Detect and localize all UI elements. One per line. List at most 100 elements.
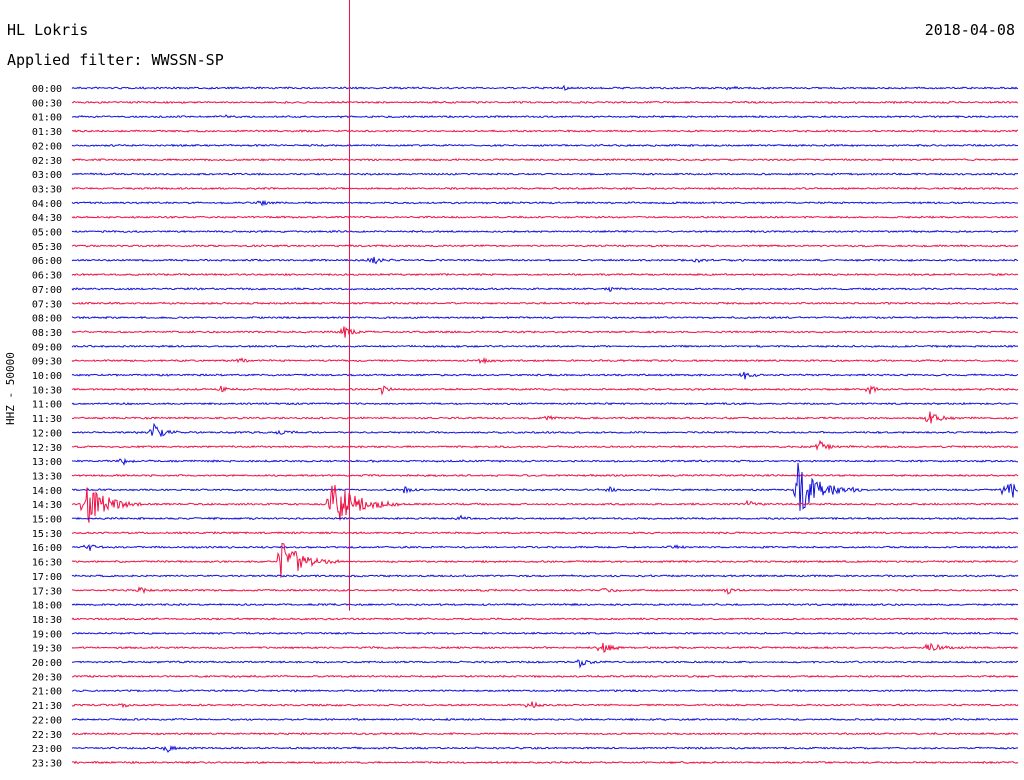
trace-row [71,701,1019,709]
trace-row [71,514,1019,521]
trace-row [71,84,1019,91]
time-tick-label: 21:30 [32,701,62,712]
time-tick-label: 02:30 [32,156,62,167]
time-tick-label: 22:30 [32,730,62,741]
time-tick-label: 14:00 [32,486,62,497]
date-label: 2018-04-08 [924,21,1015,39]
time-tick-label: 10:30 [32,385,62,396]
trace-row [71,473,1019,478]
trace-row [71,143,1019,148]
time-tick-label: 18:00 [32,601,62,612]
trace-row [71,401,1019,406]
trace-row [71,631,1019,636]
trace-row [71,688,1019,693]
trace-row [72,760,1019,765]
time-tick-label: 07:00 [32,285,62,296]
time-tick-label: 02:00 [32,141,62,152]
time-tick-label: 08:30 [32,328,62,339]
time-tick-label: 00:00 [32,84,62,95]
trace-row [71,129,1018,133]
time-tick-label: 00:30 [32,98,62,109]
trace-row [71,586,1019,595]
time-tick-label: 23:00 [32,744,62,755]
trace-row [71,574,1019,578]
time-tick-label: 12:00 [32,428,62,439]
trace-row [71,301,1019,306]
time-tick-label: 18:30 [32,615,62,626]
time-tick-label: 01:30 [32,127,62,138]
time-tick-label: 03:00 [32,170,62,181]
trace-row [71,602,1019,607]
time-tick-label: 17:00 [32,572,62,583]
time-tick-label: 22:00 [32,715,62,726]
trace-row [71,457,1019,466]
time-tick-label: 03:30 [32,184,62,195]
trace-row [71,744,1019,753]
trace-row [71,411,1019,424]
trace-row [71,215,1019,219]
time-tick-label: 13:30 [32,471,62,482]
time-tick-label: 11:30 [32,414,62,425]
station-title: HL Lokris [7,21,89,39]
trace-row [71,344,1019,349]
trace-row [71,256,1019,265]
trace-row [71,717,1019,722]
time-tick-label: 17:30 [32,586,62,597]
trace-row [71,172,1018,176]
time-tick-label: 13:00 [32,457,62,468]
time-tick-label: 19:00 [32,629,62,640]
trace-row [71,462,1018,511]
trace-row [71,315,1019,320]
time-tick-label: 04:00 [32,199,62,210]
time-tick-label: 14:30 [32,500,62,511]
trace-row [71,439,1019,452]
trace-row [71,422,1019,437]
time-tick-label: 10:00 [32,371,62,382]
trace-row [71,659,1019,669]
trace-row [71,617,1019,621]
trace-row [71,531,1019,535]
time-tick-label: 09:00 [32,342,62,353]
time-tick-label: 05:30 [32,242,62,253]
trace-row [72,674,1019,679]
filter-label: Applied filter: WWSSN-SP [7,51,224,69]
time-tick-label: 09:30 [32,357,62,368]
trace-row [71,244,1019,248]
time-tick-label: 04:30 [32,213,62,224]
time-tick-label: 16:30 [32,558,62,569]
trace-row [71,229,1019,234]
time-tick-label: 21:00 [32,687,62,698]
time-tick-label: 15:00 [32,515,62,526]
trace-row [71,732,1019,736]
trace-row [71,186,1019,191]
time-tick-label: 23:30 [32,758,62,769]
time-tick-label: 05:00 [32,228,62,239]
time-tick-label: 06:00 [32,256,62,267]
trace-row [72,485,1019,523]
time-tick-label: 08:00 [32,314,62,325]
trace-row [71,286,1019,293]
time-tick-label: 11:00 [32,400,62,411]
trace-row [71,199,1019,207]
trace-row [71,114,1019,119]
trace-row [71,371,1019,380]
time-tick-label: 16:00 [32,543,62,554]
time-tick-label: 19:30 [32,644,62,655]
time-tick-label: 20:30 [32,672,62,683]
trace-row [71,384,1019,396]
time-tick-label: 06:30 [32,271,62,282]
time-tick-label: 07:30 [32,299,62,310]
trace-row [71,356,1019,365]
trace-row [71,100,1019,105]
time-tick-label: 20:00 [32,658,62,669]
trace-row [71,542,1019,578]
time-tick-label: 15:30 [32,529,62,540]
trace-row [71,272,1019,277]
time-tick-label: 01:00 [32,113,62,124]
trace-row [71,544,1019,551]
time-tick-label: 12:30 [32,443,62,454]
trace-row [71,326,1019,338]
trace-row [71,642,1019,653]
trace-row [71,158,1019,162]
